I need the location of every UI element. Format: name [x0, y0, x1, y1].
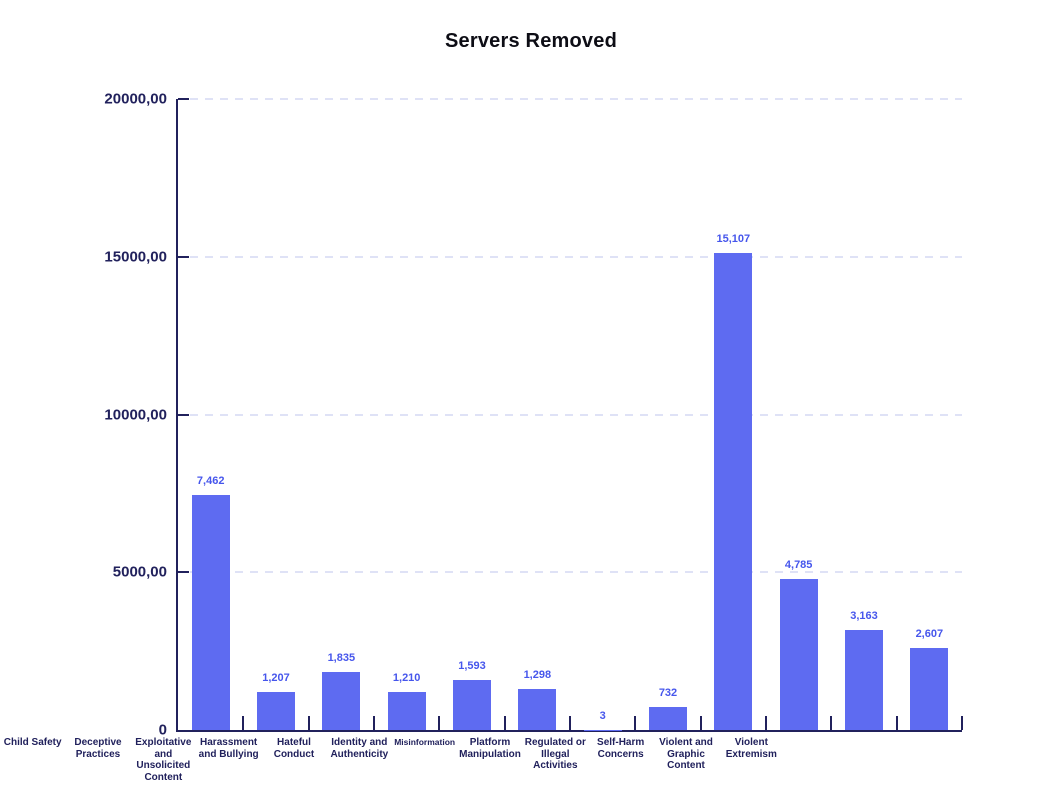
- x-axis-tick: [634, 716, 637, 730]
- bar[interactable]: [779, 579, 818, 730]
- x-category-label: Deceptive Practices: [74, 737, 122, 760]
- bar[interactable]: [910, 647, 949, 730]
- bar[interactable]: [322, 672, 361, 730]
- plot-area: 0 5000,00 10000,00 15000,00 20000,00 7,462 1,2…: [104, 91, 963, 739]
- x-axis-labels: Child Safety Deceptive Practices Exploitat…: [0, 737, 1037, 792]
- x-axis-tick: [569, 716, 571, 730]
- x-category-label: Exploitative and Unsolicited Content: [135, 737, 192, 783]
- x-axis-tick: [699, 716, 702, 730]
- bar-value-label: 1,835: [327, 652, 356, 665]
- bar-value-label: 7,462: [196, 474, 225, 487]
- bar-value-label: 3,163: [850, 610, 878, 623]
- y-tick-label: 10000,00: [104, 406, 167, 423]
- bar[interactable]: [257, 691, 295, 730]
- x-axis-tick: [765, 716, 767, 730]
- gridline: [190, 413, 962, 416]
- chart-title: Servers Removed: [445, 30, 617, 52]
- y-axis-line: [176, 99, 178, 732]
- bar-value-label: 4,785: [784, 559, 813, 572]
- x-category-label: Child Safety: [3, 737, 62, 748]
- bar[interactable]: [518, 689, 557, 730]
- bar-value-label: 732: [658, 686, 678, 699]
- bar[interactable]: [845, 630, 883, 730]
- x-category-label: Harassment and Bullying: [198, 737, 259, 760]
- bar[interactable]: [453, 679, 491, 730]
- x-axis-tick: [438, 716, 441, 730]
- bar-value-label: 1,207: [262, 671, 290, 684]
- bar-value-label: 2,607: [915, 627, 944, 640]
- gridline: [190, 571, 962, 574]
- bar-value-label: 3: [599, 709, 606, 722]
- y-tick-label: 15000,00: [104, 248, 167, 266]
- bar-value-label: 15,107: [716, 233, 751, 246]
- x-axis-tick: [503, 716, 506, 730]
- bar[interactable]: [387, 691, 426, 730]
- bar[interactable]: [649, 706, 687, 730]
- y-axis-tick: [178, 571, 189, 574]
- x-category-label: Violent Extremism: [725, 737, 777, 760]
- y-axis-tick: [178, 98, 189, 100]
- x-axis-tick: [242, 716, 245, 730]
- bar[interactable]: [191, 494, 230, 730]
- x-category-label: Identity and Authenticity: [330, 737, 389, 760]
- y-tick-label: 0: [158, 721, 167, 739]
- y-axis-tick: [178, 255, 189, 258]
- x-category-label: Self-Harm Concerns: [597, 737, 645, 760]
- x-category-label: Misinformation: [394, 737, 456, 747]
- bar-value-label: 1,593: [458, 659, 486, 672]
- x-axis-tick: [895, 716, 898, 730]
- bar-value-label: 1,298: [523, 669, 552, 682]
- gridline: [190, 255, 962, 258]
- x-axis-line: [176, 730, 962, 732]
- x-category-label: Hateful Conduct: [273, 737, 315, 760]
- x-axis-tick: [961, 716, 963, 730]
- x-category-label: Violent and Graphic Content: [659, 737, 713, 771]
- y-tick-label: 5000,00: [112, 563, 167, 581]
- bar[interactable]: [583, 729, 622, 730]
- bar-value-label: 1,210: [392, 671, 421, 684]
- x-axis-tick: [830, 716, 833, 730]
- gridline: [190, 98, 962, 100]
- y-tick-label: 20000,00: [104, 90, 167, 108]
- x-axis-tick: [307, 716, 310, 730]
- x-axis-tick: [373, 716, 375, 730]
- y-axis-tick: [178, 413, 189, 416]
- x-category-label: Platform Manipulation: [459, 737, 521, 760]
- x-category-label: Regulated or Illegal Activities: [524, 737, 586, 771]
- bar[interactable]: [714, 253, 753, 730]
